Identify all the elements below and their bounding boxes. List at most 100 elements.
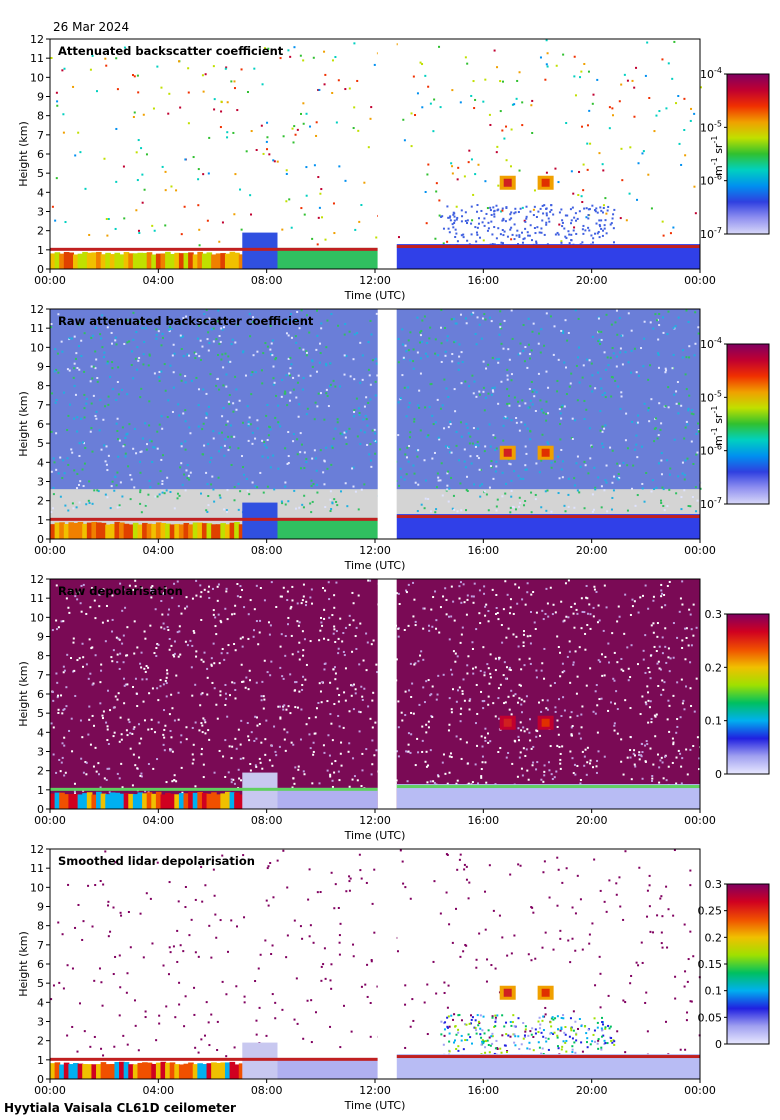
noise-mark: [270, 744, 273, 747]
noise-mark: [575, 462, 578, 465]
noise-mark: [650, 490, 653, 493]
noise-mark: [164, 389, 167, 392]
noise-mark: [292, 388, 295, 391]
y-tick-label: 10: [30, 611, 44, 624]
noise-mark: [690, 409, 693, 412]
noise-mark: [523, 360, 526, 363]
noise-mark: [518, 496, 521, 499]
noise-mark: [105, 463, 108, 466]
noise-mark: [208, 738, 211, 741]
noise-mark: [495, 358, 498, 361]
noise-mark: [197, 404, 200, 407]
noise-mark: [664, 627, 667, 630]
sparse-mark: [310, 1041, 313, 1044]
noise-mark: [76, 472, 79, 475]
noise-mark: [476, 440, 479, 443]
noise-mark: [74, 357, 77, 360]
noise-mark: [65, 686, 68, 689]
upper-returns: [542, 212, 545, 215]
noise-mark: [417, 404, 420, 407]
noise-mark: [462, 583, 465, 586]
noise-mark: [234, 649, 237, 652]
noise-mark: [576, 714, 579, 717]
noise-mark: [369, 383, 372, 386]
noise-mark: [230, 463, 233, 466]
sparse-mark: [170, 185, 173, 188]
noise-mark: [300, 309, 303, 312]
sparse-mark: [530, 104, 533, 107]
sparse-mark: [511, 103, 514, 106]
sparse-mark: [360, 204, 363, 207]
noise-mark: [115, 636, 118, 639]
noise-mark: [173, 779, 176, 782]
noise-mark: [545, 413, 548, 416]
upper-returns: [502, 218, 505, 221]
sparse-mark: [683, 985, 686, 988]
noise-mark: [198, 729, 201, 732]
noise-mark: [247, 613, 250, 616]
noise-mark: [586, 761, 589, 764]
noise-mark: [198, 355, 201, 358]
upper-returns: [453, 1039, 456, 1042]
noise-mark: [177, 605, 180, 608]
upper-returns: [456, 240, 459, 243]
sparse-mark: [202, 90, 205, 93]
upper-returns: [596, 1042, 599, 1045]
sparse-mark: [208, 136, 211, 139]
sparse-mark: [581, 948, 584, 951]
sparse-mark: [474, 98, 477, 101]
sparse-mark: [533, 189, 536, 192]
noise-mark: [302, 348, 305, 351]
x-tick-label: 00:00: [34, 814, 66, 827]
noise-mark: [85, 397, 88, 400]
noise-mark: [506, 368, 509, 371]
noise-mark: [88, 718, 91, 721]
cloud-core: [503, 718, 512, 727]
upper-returns: [481, 1029, 484, 1032]
noise-mark: [152, 446, 155, 449]
noise-mark: [678, 402, 681, 405]
sparse-mark: [54, 219, 57, 222]
noise-mark: [597, 476, 600, 479]
sparse-mark: [184, 885, 187, 888]
noise-mark: [262, 352, 265, 355]
noise-mark: [144, 670, 147, 673]
sparse-mark: [546, 65, 549, 68]
noise-mark: [180, 766, 183, 769]
noise-mark: [532, 591, 535, 594]
noise-mark: [247, 688, 250, 691]
noise-mark: [226, 510, 229, 513]
sparse-mark: [179, 944, 182, 947]
sparse-mark: [294, 133, 297, 136]
sparse-mark: [633, 115, 636, 118]
noise-mark: [487, 620, 490, 623]
noise-mark: [664, 755, 667, 758]
bl-segment: [54, 792, 61, 809]
noise-mark: [89, 672, 92, 675]
noise-mark: [246, 722, 249, 725]
noise-mark: [176, 492, 179, 495]
noise-mark: [94, 746, 97, 749]
upper-returns: [595, 222, 598, 225]
noise-mark: [262, 695, 265, 698]
noise-mark: [204, 319, 207, 322]
noise-mark: [562, 460, 565, 463]
noise-mark: [564, 319, 567, 322]
noise-mark: [77, 483, 80, 486]
noise-mark: [273, 488, 276, 491]
noise-mark: [324, 506, 327, 509]
noise-mark: [529, 429, 532, 432]
noise-mark: [314, 457, 317, 460]
upper-returns: [570, 239, 573, 242]
noise-mark: [589, 667, 592, 670]
noise-mark: [688, 345, 691, 348]
sparse-mark: [675, 102, 678, 105]
noise-mark: [339, 432, 342, 435]
noise-mark: [414, 624, 417, 627]
sparse-mark: [370, 959, 373, 962]
sparse-mark: [457, 166, 460, 169]
upper-returns: [561, 1045, 564, 1048]
noise-mark: [320, 327, 323, 330]
sparse-mark: [518, 169, 521, 172]
noise-mark: [617, 605, 620, 608]
